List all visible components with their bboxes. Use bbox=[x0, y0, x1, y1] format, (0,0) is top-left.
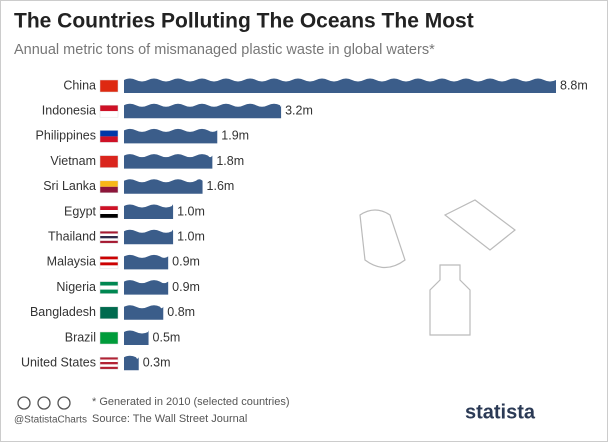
flag-border bbox=[99, 230, 119, 244]
flag-border bbox=[99, 104, 119, 118]
value-label: 0.3m bbox=[143, 355, 171, 369]
category-label: Egypt bbox=[64, 204, 96, 218]
bar bbox=[124, 355, 139, 371]
category-label: Vietnam bbox=[50, 154, 96, 168]
category-label: China bbox=[63, 78, 96, 92]
handle: @StatistaCharts bbox=[14, 415, 87, 426]
bar bbox=[124, 330, 149, 345]
chart-subtitle: Annual metric tons of mismanaged plastic… bbox=[14, 42, 435, 58]
value-label: 1.6m bbox=[207, 179, 235, 193]
value-label: 8.8m bbox=[560, 78, 588, 92]
flag bbox=[100, 206, 118, 210]
flag bbox=[100, 136, 118, 143]
value-label: 1.0m bbox=[177, 204, 205, 218]
flag bbox=[100, 155, 118, 168]
flag bbox=[100, 233, 118, 236]
value-label: 1.9m bbox=[221, 129, 249, 143]
flag bbox=[100, 111, 118, 118]
flag bbox=[100, 265, 118, 269]
bar bbox=[124, 103, 282, 119]
flag bbox=[100, 240, 118, 244]
bar bbox=[124, 128, 218, 144]
category-label: Bangladesh bbox=[30, 305, 96, 319]
value-label: 0.9m bbox=[172, 280, 200, 294]
flag bbox=[100, 210, 118, 214]
flag bbox=[100, 231, 118, 234]
flag-border bbox=[99, 306, 119, 320]
flag bbox=[100, 357, 118, 360]
flag-border bbox=[99, 180, 119, 194]
flag bbox=[100, 130, 118, 137]
flag bbox=[100, 289, 118, 294]
bar bbox=[124, 204, 174, 219]
bar bbox=[124, 179, 203, 194]
flag bbox=[100, 236, 118, 239]
logo: statista bbox=[465, 401, 536, 423]
flag-border bbox=[99, 205, 119, 219]
value-label: 0.5m bbox=[153, 330, 181, 344]
flag bbox=[100, 105, 118, 112]
bar bbox=[124, 229, 174, 245]
category-label: Sri Lanka bbox=[43, 179, 96, 193]
flag bbox=[100, 262, 118, 266]
category-label: Thailand bbox=[48, 229, 96, 243]
footnote: * Generated in 2010 (selected countries) bbox=[92, 396, 290, 408]
value-label: 0.8m bbox=[167, 305, 195, 319]
flag bbox=[100, 186, 118, 193]
category-label: Philippines bbox=[36, 129, 96, 143]
flag bbox=[100, 238, 118, 241]
category-label: Malaysia bbox=[47, 255, 96, 269]
value-label: 1.0m bbox=[177, 229, 205, 243]
flag bbox=[100, 364, 118, 367]
bar bbox=[124, 280, 169, 295]
chart-title: The Countries Polluting The Oceans The M… bbox=[14, 10, 474, 33]
bar bbox=[124, 154, 213, 169]
flag bbox=[100, 359, 118, 362]
category-label: Brazil bbox=[65, 330, 96, 344]
source: Source: The Wall Street Journal bbox=[92, 413, 247, 425]
flag bbox=[100, 259, 118, 263]
flag bbox=[100, 285, 118, 290]
bar bbox=[124, 254, 169, 270]
flag-border bbox=[99, 331, 119, 345]
flag-border bbox=[99, 79, 119, 93]
flag bbox=[100, 80, 118, 92]
value-label: 3.2m bbox=[285, 103, 313, 117]
license-icons bbox=[17, 396, 71, 410]
value-label: 0.9m bbox=[172, 255, 200, 269]
flag bbox=[100, 332, 118, 344]
flag-border bbox=[99, 281, 119, 294]
flag bbox=[100, 281, 118, 286]
flag bbox=[100, 306, 118, 319]
flag-border bbox=[99, 256, 119, 269]
category-label: Nigeria bbox=[56, 280, 96, 294]
bar bbox=[124, 305, 164, 320]
category-label: Indonesia bbox=[42, 103, 96, 117]
flag bbox=[100, 214, 118, 218]
flag-border bbox=[99, 356, 119, 370]
flag-border bbox=[99, 130, 119, 143]
flag-border bbox=[99, 155, 119, 168]
bar bbox=[124, 78, 556, 93]
flag bbox=[100, 366, 118, 370]
flag bbox=[100, 180, 118, 187]
value-label: 1.8m bbox=[216, 154, 244, 168]
category-label: United States bbox=[21, 355, 96, 369]
plastic-illustration bbox=[359, 199, 516, 336]
flag bbox=[100, 362, 118, 365]
flag bbox=[100, 256, 118, 260]
